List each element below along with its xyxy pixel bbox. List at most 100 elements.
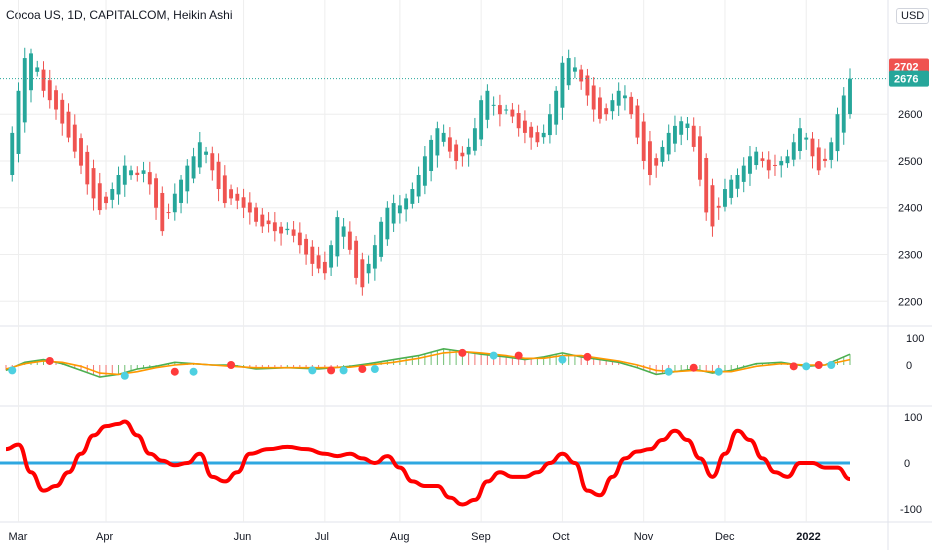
ha-candle-body (479, 100, 484, 140)
ha-candle-body (191, 156, 196, 179)
ha-candle-body (366, 263, 371, 274)
ha-candle-body (547, 114, 552, 136)
ha-candle-body (723, 189, 727, 207)
ha-candle-body (360, 259, 365, 288)
ha-candle-body (704, 158, 709, 213)
price-label-badge (889, 58, 929, 75)
ha-candle-body (848, 78, 852, 115)
time-axis-tick-label: Oct (552, 531, 569, 543)
ha-candle-body (35, 67, 40, 72)
ha-candle-body (379, 221, 384, 257)
osc1-signal-marker (664, 367, 673, 376)
ha-candle-body (579, 69, 584, 82)
ha-candle-body (835, 114, 840, 152)
time-axis-tick-label: Nov (634, 531, 654, 543)
osc1-signal-marker (8, 366, 17, 375)
ha-candle-body (135, 172, 140, 175)
ha-candle-body (197, 142, 202, 168)
time-axis-tick-label: Mar (9, 531, 28, 543)
ha-candle-body (160, 192, 165, 232)
time-axis-tick-label: Aug (390, 531, 410, 543)
ha-candle-body (529, 126, 534, 138)
osc1-signal-marker (120, 371, 129, 380)
ha-candle-body (810, 138, 815, 157)
ha-candle-body (254, 207, 259, 222)
ha-candle-body (266, 220, 271, 225)
ha-candle-body (435, 128, 440, 156)
osc1-signal-marker (514, 351, 523, 360)
ha-candle-body (397, 205, 402, 214)
time-axis-tick-label: Dec (715, 531, 735, 543)
ha-candle-body (804, 137, 809, 140)
ha-candle-body (391, 203, 396, 224)
ha-candle-body (798, 128, 802, 151)
ha-candle-body (491, 104, 496, 106)
ha-candle-body (66, 111, 71, 138)
price-label-text: 2702 (894, 61, 918, 73)
ha-candle-body (673, 125, 677, 144)
osc1-signal-marker (45, 356, 54, 365)
price-axis-tick-label: 2200 (898, 296, 922, 308)
ha-candle-body (110, 189, 115, 200)
ha-candle-body (560, 62, 565, 108)
ha-candle-body (654, 158, 659, 166)
ha-candle-body (85, 151, 90, 185)
ha-candle-body (716, 205, 721, 208)
ha-candle-body (447, 137, 452, 152)
ha-candle-body (29, 53, 33, 91)
ha-candle-body (41, 69, 46, 91)
ha-candle-body (748, 156, 752, 174)
ha-candle-body (679, 121, 684, 135)
ha-candle-body (385, 207, 390, 240)
ha-candle-body (635, 105, 640, 138)
osc1-signal-marker (489, 351, 498, 360)
ha-candle-body (341, 226, 346, 237)
chart-title: Cocoa US, 1D, CAPITALCOM, Heikin Ashi (6, 8, 233, 22)
ha-candle-body (541, 132, 546, 138)
ha-candle-body (422, 156, 427, 186)
price-axis-tick-label: 2300 (898, 250, 922, 262)
ha-candle-body (91, 168, 96, 199)
ha-candle-body (154, 178, 158, 208)
ha-candle-body (260, 214, 265, 227)
ha-candle-body (591, 85, 596, 110)
price-label-badge (889, 70, 929, 87)
ha-candle-body (335, 217, 340, 257)
ha-candle-body (179, 179, 183, 203)
time-axis-tick-label: Apr (96, 531, 113, 543)
ha-candle-body (441, 132, 446, 142)
ha-candle-body (97, 183, 102, 211)
ha-candle-body (604, 108, 609, 115)
osc1-signal-marker (789, 362, 798, 371)
ha-candle-body (698, 136, 702, 180)
ha-candle-body (204, 151, 208, 155)
ha-candle-body (572, 67, 577, 72)
osc1-axis-tick-label: 100 (906, 333, 924, 345)
price-axis-tick-label: 2500 (898, 156, 922, 168)
ha-candle-body (735, 175, 740, 189)
ha-candle-body (754, 151, 759, 166)
ha-candle-body (297, 232, 302, 246)
currency-badge[interactable]: USD (896, 8, 930, 24)
price-axis-tick-label: 2400 (898, 203, 922, 215)
ha-candle-body (104, 196, 108, 204)
price-label-text: 2676 (894, 74, 918, 86)
osc1-series-line (5, 350, 851, 376)
ha-candle-body (691, 125, 696, 147)
ha-candle-body (354, 240, 359, 278)
ha-candle-body (497, 105, 502, 115)
ha-candle-body (329, 245, 334, 268)
ha-candle-body (16, 90, 21, 154)
ha-candle-body (147, 172, 152, 185)
ha-candle-body (129, 170, 133, 176)
osc1-signal-marker (308, 366, 317, 375)
osc1-signal-marker (358, 365, 367, 374)
ha-candle-body (454, 144, 459, 161)
time-axis-tick-label: Jul (315, 531, 329, 543)
ha-candle-body (816, 147, 821, 171)
ha-candle-body (210, 153, 215, 171)
ha-candle-body (460, 152, 465, 157)
ha-candle-body (185, 165, 190, 192)
